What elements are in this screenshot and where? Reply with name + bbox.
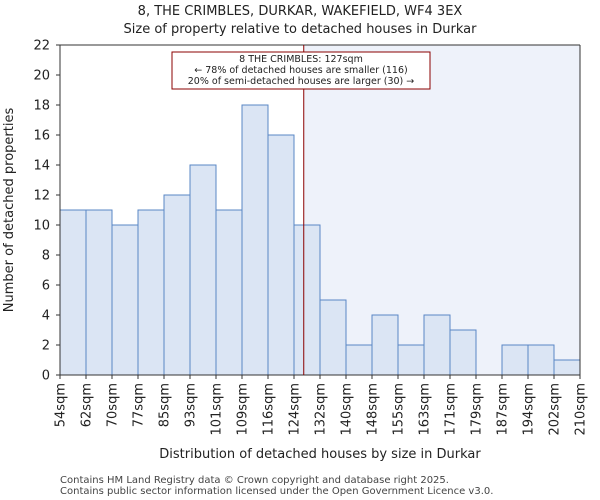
- x-tick-label-85sqm: 85sqm: [158, 383, 173, 427]
- plot-area: 0 2 4 6 8 10 12 14 16 18 20 22 54sqm 62sqm 70sqm 77sqm 8…: [33, 39, 588, 436]
- y-tick-label: 20: [33, 69, 50, 84]
- y-tick-label: 12: [33, 189, 50, 204]
- x-tick-label-116sqm: 116sqm: [262, 383, 277, 436]
- chart-title: 8, THE CRIMBLES, DURKAR, WAKEFIELD, WF4 …: [138, 4, 463, 19]
- x-tick-label-62sqm: 62sqm: [80, 383, 95, 427]
- x-tick-label-132sqm: 132sqm: [314, 383, 329, 436]
- bar-77sqm: [137, 209, 165, 376]
- x-tick-label-171sqm: 171sqm: [444, 383, 459, 436]
- bar-163sqm: [423, 314, 451, 376]
- x-tick-label-148sqm: 148sqm: [366, 383, 381, 436]
- x-tick-label-155sqm: 155sqm: [392, 383, 407, 436]
- y-tick-label: 8: [42, 249, 50, 264]
- x-axis-label: Distribution of detached houses by size …: [159, 447, 481, 462]
- x-tick-label-187sqm: 187sqm: [496, 383, 511, 436]
- y-axis-label: Number of detached properties: [2, 108, 17, 313]
- y-tick-label: 16: [33, 129, 50, 144]
- bar-101sqm: [215, 209, 243, 376]
- bar-62sqm: [85, 209, 113, 376]
- bar-194sqm: [527, 344, 555, 376]
- x-tick-label-202sqm: 202sqm: [548, 383, 563, 436]
- bar-93sqm: [189, 164, 217, 376]
- annotation-line-1: 8 THE CRIMBLES: 127sqm: [239, 54, 363, 65]
- x-tick-label-101sqm: 101sqm: [210, 383, 225, 436]
- bar-155sqm: [397, 344, 425, 376]
- bar-140sqm: [345, 344, 373, 376]
- y-tick-label: 4: [42, 309, 50, 324]
- x-tick-label-93sqm: 93sqm: [184, 383, 199, 427]
- bar-116sqm: [267, 134, 295, 376]
- x-tick-label-163sqm: 163sqm: [418, 383, 433, 436]
- bar-70sqm: [111, 224, 139, 376]
- bar-124sqm: [293, 224, 321, 376]
- chart-subtitle: Size of property relative to detached ho…: [124, 22, 478, 37]
- x-tick-label-194sqm: 194sqm: [522, 383, 537, 436]
- x-tick-label-124sqm: 124sqm: [288, 383, 303, 436]
- y-tick-label: 2: [42, 339, 50, 354]
- y-tick-label: 10: [33, 219, 50, 234]
- footer-line-1: Contains HM Land Registry data © Crown c…: [60, 475, 449, 486]
- footer-line-2: Contains public sector information licen…: [60, 486, 493, 497]
- x-tick-label-140sqm: 140sqm: [340, 383, 355, 436]
- annotation-line-2: ← 78% of detached houses are smaller (11…: [194, 65, 407, 76]
- bar-148sqm: [371, 314, 399, 376]
- x-tick-label-70sqm: 70sqm: [106, 383, 121, 427]
- annotation-line-3: 20% of semi-detached houses are larger (…: [188, 76, 415, 87]
- x-tick-label-77sqm: 77sqm: [132, 383, 147, 427]
- x-tick-label-54sqm: 54sqm: [54, 383, 69, 427]
- annotation-box: [171, 51, 431, 90]
- x-tick-label-179sqm: 179sqm: [470, 383, 485, 436]
- y-tick-label: 6: [42, 279, 50, 294]
- x-tick-label-109sqm: 109sqm: [236, 383, 251, 436]
- bar-132sqm: [319, 299, 347, 376]
- bar-54sqm: [59, 209, 87, 376]
- bar-187sqm: [501, 344, 529, 376]
- bar-109sqm: [241, 104, 269, 376]
- y-tick-label: 22: [33, 39, 50, 54]
- y-tick-label: 14: [33, 159, 50, 174]
- bar-202sqm: [553, 359, 581, 376]
- bar-171sqm: [449, 329, 477, 376]
- y-tick-label: 0: [42, 369, 50, 384]
- y-tick-label: 18: [33, 99, 50, 114]
- x-tick-label-210sqm: 210sqm: [574, 383, 589, 436]
- bar-85sqm: [163, 194, 191, 376]
